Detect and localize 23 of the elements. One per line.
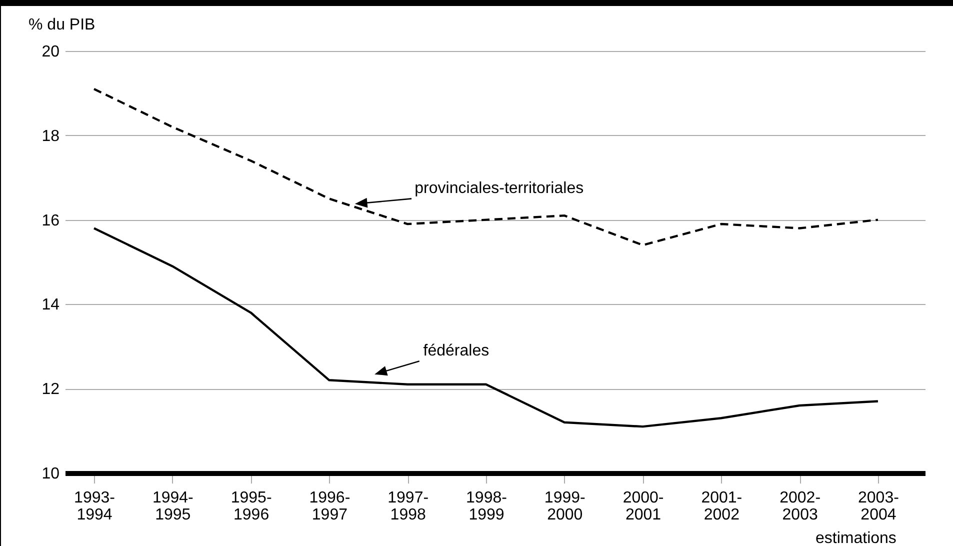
x-tick-label: 1995-1996 [230,490,272,524]
y-tick-label: 10 [42,466,60,482]
x-tick-label: 2000-2001 [622,490,664,524]
y-tick-label: 18 [42,128,60,145]
y-tick-label: 20 [42,44,60,60]
y-axis-title: % du PIB [28,16,96,34]
series-label: fédérales [423,342,490,360]
x-tick-label: 1994-1995 [152,490,194,524]
x-tick-label: 2001-2002 [701,490,742,524]
line-series [92,88,880,246]
x-tick-label: 2003-2004 [858,490,899,524]
y-tick-label: 12 [42,381,60,398]
x-tick-label: 1999-2000 [544,490,586,524]
y-tick-label: 16 [42,212,60,230]
line-series [92,227,880,428]
x-tick-label: 1996-1997 [309,490,350,524]
y-tick-label: 14 [42,296,60,314]
series-label: provinciales-territoriales [414,180,584,198]
text: estimations [816,530,896,546]
x-tick-label: 1993-1994 [74,490,115,524]
x-tick-label: 1997-1998 [388,490,429,524]
x-tick-label: 2002-2003 [780,490,821,524]
x-tick-label: 1998-1999 [466,490,507,524]
